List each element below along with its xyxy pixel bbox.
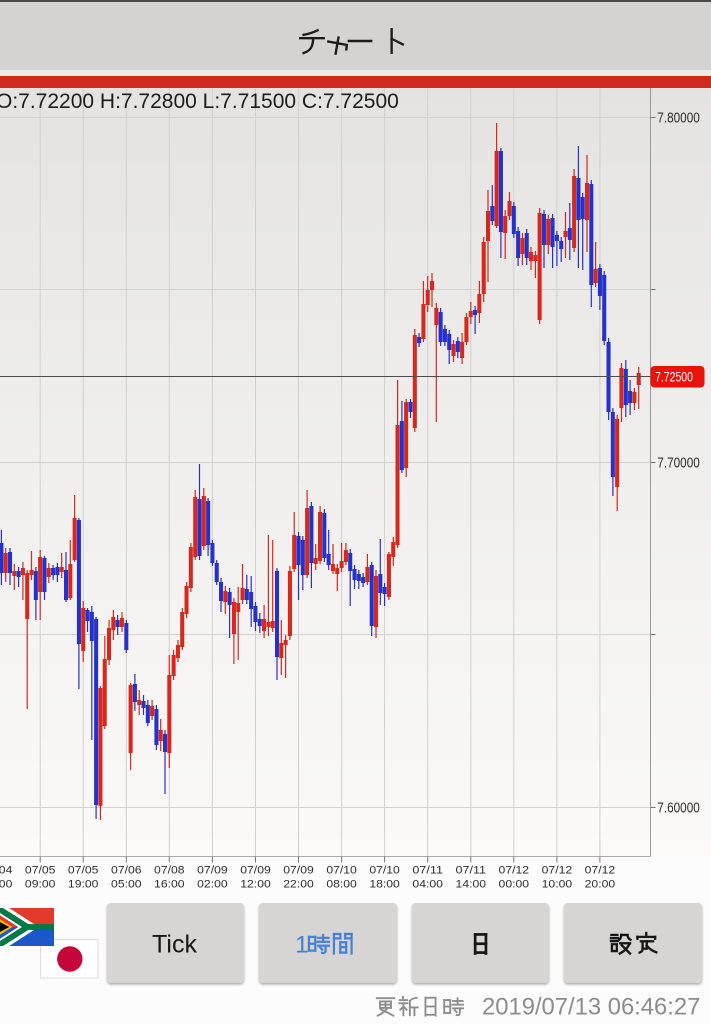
svg-text:19:00: 19:00 bbox=[68, 879, 99, 891]
svg-text:7.80000: 7.80000 bbox=[657, 111, 700, 127]
svg-text:7.60000: 7.60000 bbox=[657, 801, 700, 817]
svg-text:07/12: 07/12 bbox=[499, 865, 530, 877]
svg-text:20:00: 20:00 bbox=[585, 879, 616, 891]
svg-text:07/04: 07/04 bbox=[0, 865, 12, 877]
svg-text:07/05: 07/05 bbox=[68, 865, 99, 877]
svg-text:08:00: 08:00 bbox=[326, 879, 357, 891]
svg-text:05:00: 05:00 bbox=[111, 879, 142, 891]
svg-text:16:00: 16:00 bbox=[154, 879, 185, 891]
svg-text:7.72500: 7.72500 bbox=[655, 370, 693, 385]
svg-text:7.70000: 7.70000 bbox=[657, 456, 700, 472]
svg-text:22:00: 22:00 bbox=[283, 879, 314, 891]
svg-text:07/05: 07/05 bbox=[25, 865, 56, 877]
svg-text:09:00: 09:00 bbox=[25, 879, 56, 891]
svg-text:O:7.72200 H:7.72800 L:7.71500: O:7.72200 H:7.72800 L:7.71500 C:7.72500 bbox=[0, 90, 399, 113]
svg-text:10:00: 10:00 bbox=[542, 879, 573, 891]
svg-text:04:00: 04:00 bbox=[412, 879, 443, 891]
svg-text:07/10: 07/10 bbox=[326, 865, 357, 877]
svg-text:Tick: Tick bbox=[152, 931, 197, 959]
svg-text:00:00: 00:00 bbox=[499, 879, 530, 891]
svg-text:07/11: 07/11 bbox=[412, 865, 443, 877]
svg-text:07/08: 07/08 bbox=[154, 865, 185, 877]
svg-text:07/12: 07/12 bbox=[585, 865, 616, 877]
svg-text:12:00: 12:00 bbox=[240, 879, 271, 891]
svg-text:07/11: 07/11 bbox=[456, 865, 487, 877]
svg-text:14:00: 14:00 bbox=[456, 879, 487, 891]
svg-text:2019/07/13 06:46:27: 2019/07/13 06:46:27 bbox=[482, 994, 700, 1021]
svg-text:07/09: 07/09 bbox=[197, 865, 228, 877]
svg-text:07/10: 07/10 bbox=[369, 865, 400, 877]
svg-text:07/06: 07/06 bbox=[111, 865, 142, 877]
svg-text:18:00: 18:00 bbox=[369, 879, 400, 891]
svg-text:07/12: 07/12 bbox=[542, 865, 573, 877]
svg-text:07/09: 07/09 bbox=[240, 865, 271, 877]
svg-text:02:00: 02:00 bbox=[197, 879, 228, 891]
svg-text:07/09: 07/09 bbox=[283, 865, 314, 877]
svg-text:22:00: 22:00 bbox=[0, 879, 12, 891]
svg-text:1: 1 bbox=[295, 932, 309, 959]
